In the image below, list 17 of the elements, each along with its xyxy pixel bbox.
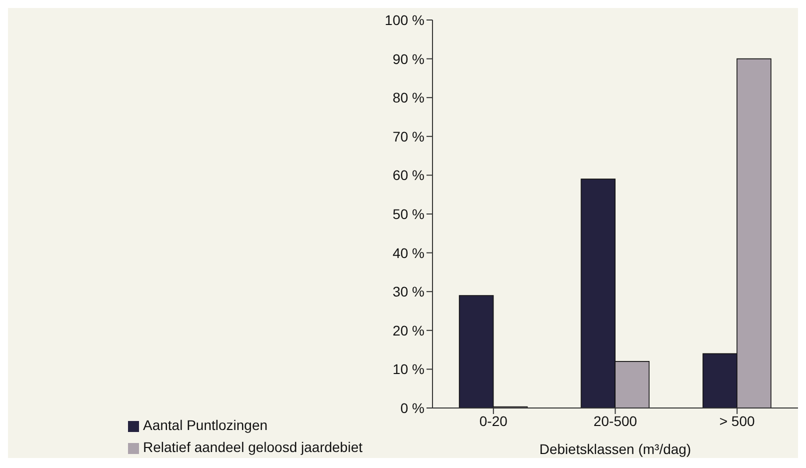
legend-label: Relatief aandeel geloosd jaardebiet xyxy=(143,439,362,455)
x-axis-title: Debietsklassen (m³/dag) xyxy=(539,441,692,457)
y-tick-label: 20 % xyxy=(392,322,424,338)
x-tick-label: 0-20 xyxy=(479,412,508,429)
x-tick-label: > 500 xyxy=(719,412,755,429)
y-tick-label: 50 % xyxy=(392,206,424,222)
y-tick-label: 90 % xyxy=(392,50,424,67)
y-tick-label: 40 % xyxy=(392,244,424,261)
y-tick-label: 80 % xyxy=(392,90,424,106)
y-tick-label: 100 % xyxy=(384,12,424,28)
y-tick-label: 10 % xyxy=(392,361,424,378)
y-tick-label: 60 % xyxy=(392,167,424,184)
y-tick-label: 30 % xyxy=(392,284,424,300)
y-tick-label: 70 % xyxy=(392,128,424,144)
y-tick-label: 0 % xyxy=(400,400,424,416)
legend-label: Aantal Puntlozingen xyxy=(143,417,268,433)
x-tick-label: 20-500 xyxy=(593,412,638,429)
